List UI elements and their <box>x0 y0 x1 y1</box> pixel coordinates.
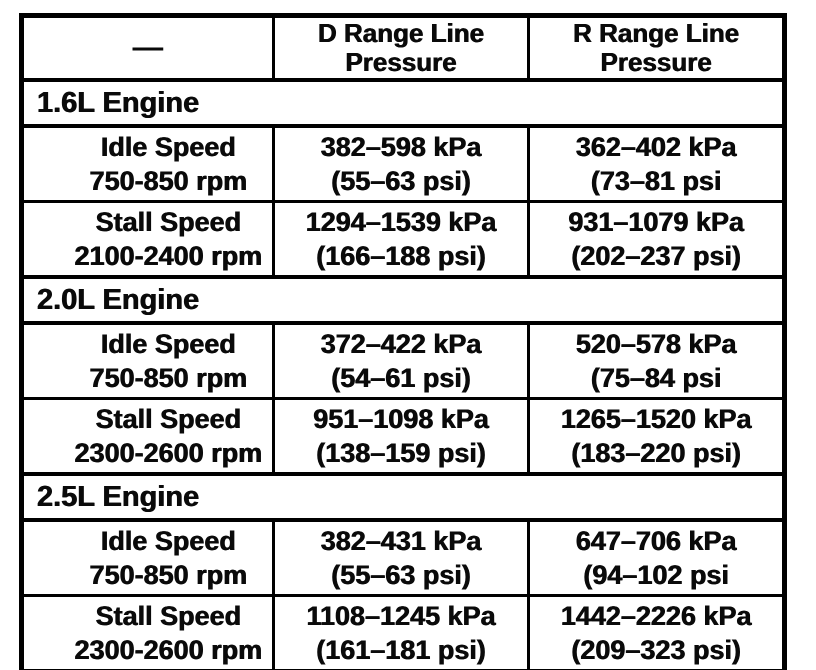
d-range-psi: (138–159 psi) <box>316 438 486 468</box>
line-pressure-spec-table: — D Range Line Pressure R Range Line Pre… <box>19 13 787 670</box>
d-range-psi: (54–61 psi) <box>331 363 471 393</box>
section-title-25l: 2.5L Engine <box>20 472 786 522</box>
table-row-20l-idle: Idle Speed 750-850 rpm 372–422 kPa (54–6… <box>20 321 786 400</box>
d-range-cell: 372–422 kPa (54–61 psi) <box>271 321 531 400</box>
r-range-cell: 362–402 kPa (73–81 psi <box>527 124 786 203</box>
speed-label-cell: Idle Speed 750-850 rpm <box>20 321 275 400</box>
r-range-psi: (75–84 psi <box>590 363 722 393</box>
r-range-kpa: 931–1079 kPa <box>568 207 745 237</box>
speed-label-line2: 750-850 rpm <box>89 560 248 590</box>
d-range-kpa: 382–598 kPa <box>320 132 482 162</box>
r-range-psi: (94–102 psi <box>583 560 729 590</box>
speed-label-cell: Stall Speed 2300-2600 rpm <box>20 594 275 670</box>
r-range-cell: 931–1079 kPa (202–237 psi) <box>527 200 786 279</box>
header-d-range-cell: D Range Line Pressure <box>271 14 531 82</box>
header-r-range-cell: R Range Line Pressure <box>527 14 786 82</box>
header-r-range-line2: Pressure <box>600 47 712 77</box>
speed-label-line1: Stall Speed <box>95 207 242 237</box>
speed-label-cell: Stall Speed 2300-2600 rpm <box>20 397 275 476</box>
speed-label-line2: 750-850 rpm <box>89 166 248 196</box>
speed-label-cell: Stall Speed 2100-2400 rpm <box>20 200 275 279</box>
speed-label-line1: Stall Speed <box>95 404 242 434</box>
table-row-25l-idle: Idle Speed 750-850 rpm 382–431 kPa (55–6… <box>20 518 786 597</box>
d-range-kpa: 1108–1245 kPa <box>306 601 496 631</box>
speed-label-cell: Idle Speed 750-850 rpm <box>20 518 275 597</box>
d-range-cell: 382–598 kPa (55–63 psi) <box>271 124 531 203</box>
speed-label-line2: 2100-2400 rpm <box>74 241 263 271</box>
header-d-range-line2: Pressure <box>345 47 457 77</box>
d-range-cell: 1108–1245 kPa (161–181 psi) <box>271 594 531 670</box>
r-range-psi: (73–81 psi <box>590 166 722 196</box>
d-range-psi: (55–63 psi) <box>331 166 471 196</box>
r-range-kpa: 362–402 kPa <box>575 132 737 162</box>
section-title-16l: 1.6L Engine <box>20 78 786 128</box>
table-row-25l-stall: Stall Speed 2300-2600 rpm 1108–1245 kPa … <box>20 594 786 670</box>
d-range-psi: (161–181 psi) <box>316 635 486 665</box>
d-range-kpa: 951–1098 kPa <box>313 404 489 434</box>
header-r-range-line1: R Range Line <box>573 18 740 48</box>
r-range-cell: 1442–2226 kPa (209–323 psi) <box>527 594 786 670</box>
header-d-range-line1: D Range Line <box>318 18 485 48</box>
speed-label-line1: Idle Speed <box>100 329 236 359</box>
d-range-psi: (55–63 psi) <box>331 560 471 590</box>
r-range-psi: (209–323 psi) <box>571 635 741 665</box>
section-title-20l: 2.0L Engine <box>20 275 786 325</box>
speed-label-line1: Idle Speed <box>100 132 236 162</box>
r-range-cell: 1265–1520 kPa (183–220 psi) <box>527 397 786 476</box>
d-range-psi: (166–188 psi) <box>316 241 486 271</box>
table-header-row: — D Range Line Pressure R Range Line Pre… <box>20 14 786 82</box>
r-range-kpa: 1265–1520 kPa <box>560 404 752 434</box>
table-row-16l-idle: Idle Speed 750-850 rpm 382–598 kPa (55–6… <box>20 124 786 203</box>
r-range-kpa: 520–578 kPa <box>575 329 737 359</box>
d-range-kpa: 372–422 kPa <box>320 329 482 359</box>
d-range-cell: 951–1098 kPa (138–159 psi) <box>271 397 531 476</box>
speed-label-line1: Idle Speed <box>100 526 236 556</box>
d-range-cell: 382–431 kPa (55–63 psi) <box>271 518 531 597</box>
section-row-25l: 2.5L Engine <box>20 472 786 522</box>
speed-label-line2: 2300-2600 rpm <box>74 635 263 665</box>
r-range-kpa: 1442–2226 kPa <box>560 601 752 631</box>
d-range-kpa: 1294–1539 kPa <box>305 207 497 237</box>
header-blank-cell: — <box>20 14 275 82</box>
speed-label-line2: 750-850 rpm <box>89 363 248 393</box>
r-range-cell: 647–706 kPa (94–102 psi <box>527 518 786 597</box>
d-range-cell: 1294–1539 kPa (166–188 psi) <box>271 200 531 279</box>
section-row-20l: 2.0L Engine <box>20 275 786 325</box>
table-row-20l-stall: Stall Speed 2300-2600 rpm 951–1098 kPa (… <box>20 397 786 476</box>
r-range-psi: (202–237 psi) <box>571 241 741 271</box>
section-row-16l: 1.6L Engine <box>20 78 786 128</box>
speed-label-cell: Idle Speed 750-850 rpm <box>20 124 275 203</box>
r-range-psi: (183–220 psi) <box>571 438 741 468</box>
r-range-kpa: 647–706 kPa <box>575 526 737 556</box>
header-dash: — <box>132 31 163 64</box>
speed-label-line1: Stall Speed <box>95 601 242 631</box>
r-range-cell: 520–578 kPa (75–84 psi <box>527 321 786 400</box>
table-row-16l-stall: Stall Speed 2100-2400 rpm 1294–1539 kPa … <box>20 200 786 279</box>
speed-label-line2: 2300-2600 rpm <box>74 438 263 468</box>
d-range-kpa: 382–431 kPa <box>320 526 482 556</box>
